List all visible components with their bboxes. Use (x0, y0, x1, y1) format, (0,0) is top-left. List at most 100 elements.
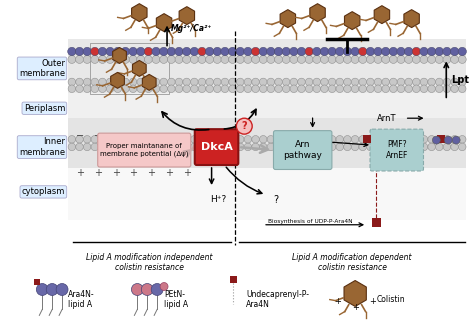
Circle shape (298, 136, 305, 143)
Circle shape (443, 136, 451, 143)
Circle shape (412, 85, 420, 92)
Circle shape (382, 78, 390, 86)
Circle shape (366, 56, 374, 63)
Text: +: + (165, 168, 173, 178)
Circle shape (251, 47, 260, 56)
Circle shape (458, 136, 466, 143)
Circle shape (91, 47, 99, 56)
Circle shape (114, 47, 122, 56)
Bar (34, 278, 40, 284)
Circle shape (283, 143, 290, 151)
Polygon shape (110, 72, 124, 88)
Circle shape (175, 136, 183, 143)
Circle shape (298, 78, 305, 86)
Bar (68, 39, 466, 93)
Circle shape (198, 85, 206, 92)
Circle shape (160, 282, 168, 290)
Circle shape (397, 85, 405, 92)
Circle shape (397, 56, 405, 63)
Circle shape (451, 136, 458, 143)
Circle shape (252, 136, 259, 143)
Circle shape (191, 56, 198, 63)
Circle shape (198, 136, 206, 143)
Circle shape (252, 143, 259, 151)
Text: DkcA: DkcA (201, 142, 232, 152)
Circle shape (122, 85, 129, 92)
Circle shape (274, 56, 283, 63)
Text: Outer
membrane: Outer membrane (19, 59, 65, 78)
Circle shape (458, 56, 466, 63)
Circle shape (244, 85, 252, 92)
Circle shape (405, 143, 412, 151)
Text: +: + (147, 168, 155, 178)
Circle shape (428, 143, 436, 151)
Circle shape (206, 143, 213, 151)
Circle shape (420, 47, 428, 56)
Circle shape (275, 143, 283, 151)
Circle shape (191, 85, 198, 92)
Circle shape (374, 136, 382, 143)
Circle shape (83, 85, 91, 92)
Circle shape (344, 143, 351, 151)
Circle shape (351, 78, 359, 86)
Text: ?: ? (273, 195, 279, 205)
Circle shape (321, 85, 328, 92)
Text: +: + (76, 168, 84, 178)
Circle shape (76, 78, 83, 86)
Circle shape (152, 136, 160, 143)
Circle shape (252, 56, 260, 63)
Text: −: − (147, 131, 155, 141)
Circle shape (68, 136, 76, 143)
Circle shape (389, 47, 398, 56)
Circle shape (305, 85, 313, 92)
Circle shape (405, 136, 412, 143)
Text: −: − (165, 131, 173, 141)
Circle shape (428, 136, 436, 143)
Circle shape (267, 136, 274, 143)
Circle shape (412, 56, 420, 63)
Text: +: + (111, 168, 119, 178)
Text: −: − (183, 131, 191, 141)
Circle shape (351, 56, 359, 63)
Circle shape (182, 47, 191, 56)
Circle shape (374, 56, 382, 63)
Circle shape (374, 143, 382, 151)
Circle shape (259, 136, 267, 143)
Polygon shape (179, 7, 194, 24)
Circle shape (137, 47, 145, 56)
Circle shape (366, 143, 374, 151)
Circle shape (435, 47, 444, 56)
Circle shape (382, 143, 390, 151)
Circle shape (321, 78, 328, 86)
Circle shape (443, 85, 451, 92)
Circle shape (436, 85, 443, 92)
Circle shape (267, 143, 274, 151)
Circle shape (313, 136, 320, 143)
Polygon shape (113, 48, 127, 63)
Circle shape (68, 78, 76, 86)
Text: Lipid A modification independent
colistin resistance: Lipid A modification independent colisti… (86, 253, 212, 272)
Circle shape (213, 56, 221, 63)
Text: +: + (352, 303, 359, 312)
Circle shape (366, 136, 374, 143)
Circle shape (405, 78, 412, 86)
Circle shape (344, 85, 351, 92)
Circle shape (68, 47, 76, 56)
Circle shape (145, 143, 152, 151)
Circle shape (106, 136, 114, 143)
Circle shape (168, 136, 175, 143)
Circle shape (443, 47, 451, 56)
Circle shape (366, 85, 374, 92)
Circle shape (305, 56, 313, 63)
Polygon shape (142, 74, 156, 90)
Text: H⁺?: H⁺? (210, 195, 227, 204)
Text: −: − (129, 131, 137, 141)
Circle shape (168, 85, 175, 92)
Circle shape (167, 47, 175, 56)
Circle shape (99, 136, 106, 143)
Circle shape (137, 143, 145, 151)
Circle shape (91, 78, 99, 86)
Circle shape (390, 136, 397, 143)
Bar (68, 168, 466, 220)
Circle shape (420, 136, 428, 143)
